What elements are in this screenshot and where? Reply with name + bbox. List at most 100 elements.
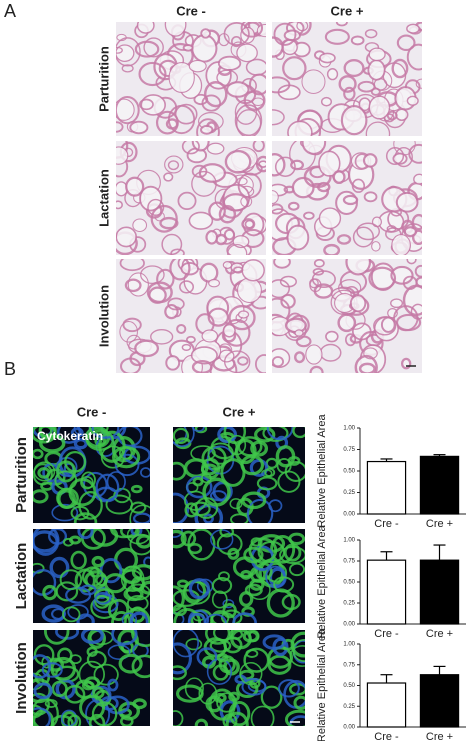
tissue	[335, 22, 348, 27]
x-tick-label: Cre +	[426, 518, 453, 530]
row-label: Parturition	[13, 437, 30, 513]
tissue	[167, 160, 180, 171]
tissue	[184, 677, 204, 700]
tissue	[248, 73, 266, 96]
tissue	[185, 475, 213, 499]
column-header: Cre +	[331, 3, 364, 18]
tissue	[200, 124, 214, 135]
tissue	[56, 427, 82, 444]
tissue	[272, 203, 284, 215]
tissue	[175, 684, 204, 703]
tissue	[248, 537, 278, 564]
tissue	[33, 530, 59, 553]
tissue	[136, 22, 155, 34]
tissue	[256, 476, 278, 491]
tissue	[216, 692, 238, 713]
micrograph	[116, 259, 266, 373]
tissue	[70, 427, 84, 438]
tissue	[116, 95, 140, 125]
tissue	[230, 35, 242, 48]
tissue	[116, 121, 124, 133]
tissue	[146, 281, 173, 304]
tissue	[244, 219, 255, 229]
tissue	[33, 644, 55, 666]
y-tick-label: 0.75	[343, 559, 355, 565]
tissue	[234, 104, 263, 136]
tissue	[391, 58, 409, 79]
tissue	[268, 499, 283, 513]
tissue	[301, 69, 326, 94]
tissue	[165, 355, 181, 371]
tissue	[127, 272, 149, 297]
tissue	[173, 630, 199, 658]
tissue	[116, 46, 123, 54]
tissue	[349, 294, 367, 313]
tissue	[396, 34, 416, 52]
tissue	[176, 323, 187, 334]
tissue	[205, 630, 231, 645]
row-label: Parturition	[96, 46, 111, 112]
tissue	[266, 588, 295, 618]
tissue	[184, 502, 199, 518]
y-tick-label: 0.00	[343, 622, 355, 628]
tissue	[173, 427, 190, 445]
tissue	[287, 201, 300, 211]
tissue	[241, 491, 267, 510]
y-tick-label: 0.25	[343, 490, 355, 496]
tissue	[116, 98, 135, 121]
tissue	[244, 583, 263, 597]
tissue	[395, 191, 419, 213]
tissue	[223, 427, 247, 445]
tissue	[352, 226, 375, 248]
micrograph	[33, 529, 150, 623]
micrograph	[173, 427, 305, 523]
tissue	[107, 644, 131, 660]
tissue	[248, 579, 271, 601]
tissue	[191, 170, 217, 197]
tissue	[242, 630, 259, 643]
y-axis-label: Relative Epithelial Area	[316, 414, 328, 528]
tissue	[225, 711, 249, 726]
tissue	[222, 602, 237, 619]
tissue	[356, 222, 381, 241]
tissue	[284, 317, 307, 334]
tissue	[173, 665, 187, 681]
tissue	[103, 573, 127, 594]
tissue	[338, 75, 357, 93]
tissue	[241, 678, 267, 696]
tissue	[368, 266, 397, 291]
tissue	[124, 607, 150, 623]
tissue	[167, 297, 185, 311]
tissue	[340, 104, 368, 136]
tissue	[230, 513, 249, 523]
tissue	[173, 492, 190, 523]
tissue	[107, 598, 130, 622]
tissue	[188, 578, 211, 600]
tissue	[400, 357, 412, 370]
tissue	[309, 365, 324, 373]
tissue	[246, 498, 274, 523]
tissue	[343, 59, 365, 78]
tissue	[88, 713, 106, 726]
tissue	[56, 487, 79, 509]
tissue	[188, 211, 214, 230]
tissue	[201, 94, 222, 112]
tissue	[222, 599, 235, 609]
tissue	[121, 612, 138, 623]
row-label: Lactation	[96, 169, 111, 227]
tissue	[62, 606, 81, 623]
tissue	[273, 259, 291, 269]
tissue	[219, 700, 241, 723]
tissue	[91, 555, 105, 568]
tissue	[185, 335, 196, 344]
tissue	[415, 276, 422, 288]
tissue	[131, 630, 150, 648]
tissue	[222, 323, 236, 338]
micrograph	[272, 141, 422, 255]
tissue	[181, 141, 200, 155]
micrograph	[116, 141, 266, 255]
tissue	[56, 460, 77, 483]
tissue	[173, 461, 187, 481]
tissue	[92, 686, 105, 699]
tissue	[173, 529, 187, 549]
